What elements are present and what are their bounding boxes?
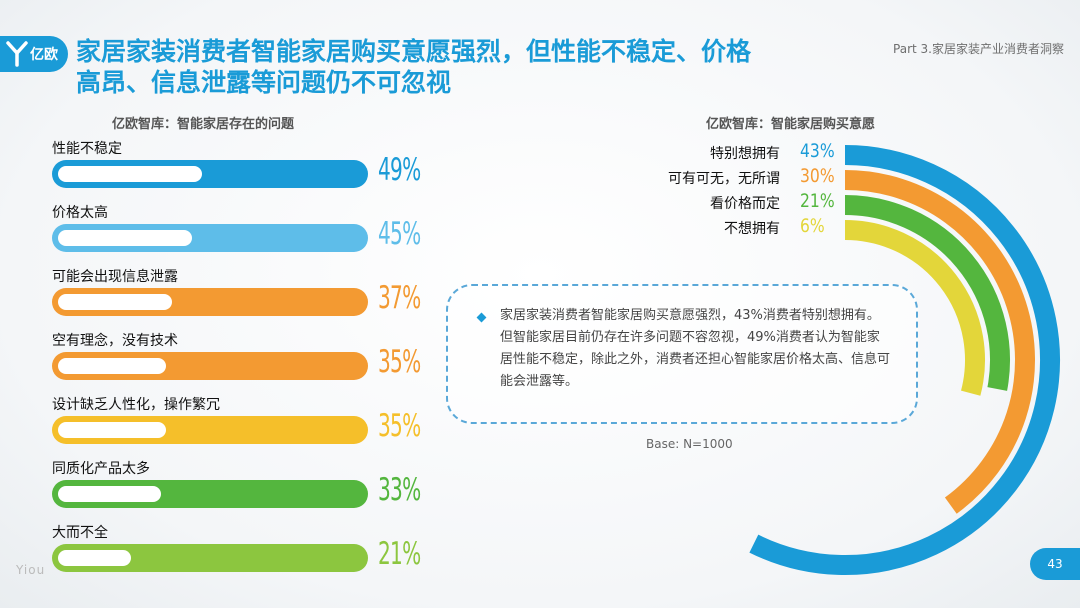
problem-bar-highlight <box>58 230 192 246</box>
problem-value-label: 33% <box>378 472 421 508</box>
problem-row: 价格太高 45% <box>52 202 432 264</box>
intent-label: 看价格而定 <box>710 196 780 212</box>
insight-text: 家居家装消费者智能家居购买意愿强烈，43%消费者特别想拥有。但智能家居目前仍存在… <box>500 308 891 389</box>
problem-bar <box>52 288 368 316</box>
bullet-diamond-icon <box>476 312 487 323</box>
intent-value-label: 30% <box>800 165 835 187</box>
intent-label: 可有可无，无所谓 <box>668 171 780 187</box>
problem-bar <box>52 480 368 508</box>
page-title: 家居家装消费者智能家居购买意愿强烈，但性能不稳定、价格 高昂、信息泄露等问题仍不… <box>76 36 836 98</box>
problem-label: 性能不稳定 <box>52 141 122 157</box>
problem-label: 同质化产品太多 <box>52 461 150 477</box>
problem-value-label: 35% <box>378 408 421 444</box>
problems-chart-title: 亿欧智库：智能家居存在的问题 <box>112 117 295 132</box>
problem-bar <box>52 160 368 188</box>
intent-value-label: 43% <box>800 140 835 162</box>
problem-value-label: 37% <box>378 280 421 316</box>
problem-row: 可能会出现信息泄露 37% <box>52 266 432 328</box>
intent-label: 不想拥有 <box>724 221 780 237</box>
problem-value-label: 49% <box>378 152 421 188</box>
intent-value-label: 6% <box>800 215 825 237</box>
problem-value-label: 45% <box>378 216 421 252</box>
problem-bar-highlight <box>58 358 166 374</box>
intent-chart-title: 亿欧智库：智能家居购买意愿 <box>706 117 876 132</box>
intent-legend-row: 不想拥有 6% <box>600 215 840 239</box>
page-title-line2: 高昂、信息泄露等问题仍不可忽视 <box>76 68 452 97</box>
problem-row: 同质化产品太多 33% <box>52 458 432 520</box>
intent-legend-row: 特别想拥有 43% <box>600 140 840 164</box>
brand-mark-icon <box>6 41 28 67</box>
insight-callout: 家居家装消费者智能家居购买意愿强烈，43%消费者特别想拥有。但智能家居目前仍存在… <box>446 284 918 424</box>
intent-label: 特别想拥有 <box>710 146 780 162</box>
page-number: 43 <box>1030 548 1080 580</box>
sample-base-note: Base: N=1000 <box>646 437 733 451</box>
problem-label: 价格太高 <box>52 205 108 221</box>
problem-row: 空有理念，没有技术 35% <box>52 330 432 392</box>
intent-value-label: 21% <box>800 190 835 212</box>
problem-row: 设计缺乏人性化，操作繁冗 35% <box>52 394 432 456</box>
intent-legend-row: 可有可无，无所谓 30% <box>600 165 840 189</box>
problem-bar <box>52 352 368 380</box>
problem-bar <box>52 416 368 444</box>
problem-value-label: 35% <box>378 344 421 380</box>
problem-bar-highlight <box>58 422 166 438</box>
page-title-line1: 家居家装消费者智能家居购买意愿强烈，但性能不稳定、价格 <box>76 37 752 66</box>
problem-row: 大而不全 21% <box>52 522 432 584</box>
problem-bar <box>52 224 368 252</box>
problem-bar <box>52 544 368 572</box>
section-label: Part 3.家居家装产业消费者洞察 <box>893 42 1064 56</box>
problem-row: 性能不稳定 49% <box>52 138 432 200</box>
problem-label: 设计缺乏人性化，操作繁冗 <box>52 397 220 413</box>
problem-bar-highlight <box>58 486 161 502</box>
brand-logo-text: 亿欧 <box>30 47 58 63</box>
footer-brand: Yiou <box>16 563 46 577</box>
intent-legend-row: 看价格而定 21% <box>600 190 840 214</box>
problem-label: 可能会出现信息泄露 <box>52 269 178 285</box>
problem-value-label: 21% <box>378 536 421 572</box>
problem-bar-highlight <box>58 294 172 310</box>
problem-label: 大而不全 <box>52 525 108 541</box>
problem-label: 空有理念，没有技术 <box>52 333 178 349</box>
problem-bar-highlight <box>58 166 202 182</box>
problem-bar-highlight <box>58 550 131 566</box>
brand-logo: 亿欧 <box>0 36 68 72</box>
